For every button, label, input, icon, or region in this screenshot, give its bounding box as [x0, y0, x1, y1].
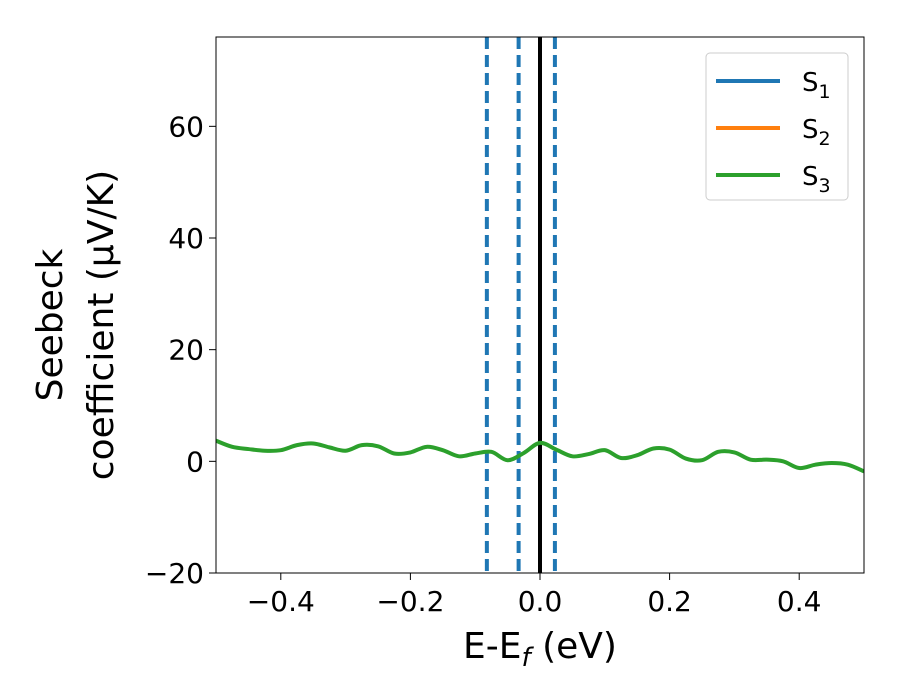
x-tick-label: −0.4 [247, 585, 315, 618]
y-axis-label: Seebeck coefficient (μV/K) [30, 170, 122, 480]
y-axis-label-line1: Seebeck [30, 248, 71, 401]
x-tick-label: −0.2 [376, 585, 444, 618]
plot-area [216, 37, 864, 573]
x-axis-label-unit: (eV) [531, 626, 617, 667]
y-tick-label: 0 [186, 445, 204, 478]
y-tick-label: −20 [145, 557, 204, 590]
axis-ticks: −0.4 −0.2 0.0 0.2 0.4 −20 0 20 40 60 [145, 110, 822, 618]
y-tick-label: 40 [168, 222, 204, 255]
y-axis-label-line2: coefficient (μV/K) [81, 170, 122, 480]
y-tick-label: 60 [168, 110, 204, 143]
legend: S1 S2 S3 [705, 52, 849, 201]
legend-label-1: S1 [802, 68, 831, 103]
x-tick-label: 0.0 [518, 585, 563, 618]
legend-label-2: S2 [802, 115, 831, 150]
x-tick-label: 0.2 [647, 585, 692, 618]
x-tick-label: 0.4 [777, 585, 822, 618]
series-line-3 [216, 438, 864, 474]
y-tick-label: 20 [168, 334, 204, 367]
x-axis-label-main: E-E [463, 626, 521, 667]
legend-label-3: S3 [802, 162, 831, 197]
x-axis-label: E-Ef (eV) [463, 626, 617, 673]
legend-items: S1 S2 S3 [716, 68, 831, 197]
